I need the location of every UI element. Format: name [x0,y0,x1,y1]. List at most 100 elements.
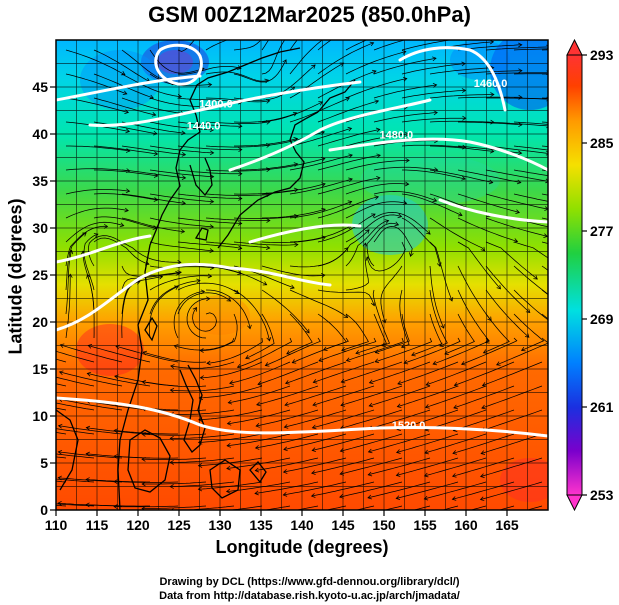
streamline [65,168,130,172]
streamline-arrowhead [198,417,203,422]
streamline [142,481,207,485]
streamline-arrowhead [209,174,215,179]
streamline [205,121,270,124]
streamline [121,97,184,114]
coastlines [56,47,356,510]
streamline-arrowhead [2,474,6,478]
streamline [372,289,391,347]
streamline [234,138,298,147]
streamline [312,433,375,451]
x-axis-label: Longitude (degrees) [215,537,389,557]
streamline [113,481,179,483]
streamline-arrowhead [254,467,260,473]
streamline-arrowhead [402,200,408,206]
streamline-arrowhead [479,496,485,502]
streamline [373,57,437,75]
streamline-arrowhead [124,109,130,114]
streamline-arrowhead [282,59,287,64]
streamline-arrowhead [544,206,548,211]
streamline-arrowhead [518,94,523,100]
streamline [317,129,380,147]
streamline-arrowhead [283,446,288,452]
streamline-arrowhead [345,357,351,362]
streamline-arrowhead [423,495,429,501]
streamline-arrowhead [488,179,494,185]
streamline-arrowhead [93,233,99,238]
streamline-arrowhead [302,4,306,8]
streamline-arrowhead [341,347,346,352]
streamline-arrowhead [245,354,250,360]
streamline [200,313,238,351]
streamline [177,193,242,199]
streamline [513,241,548,259]
streamline-arrowhead [369,41,375,47]
streamline [513,145,548,151]
streamline [261,101,323,123]
streamline-arrowhead [339,62,345,67]
streamline [317,196,379,219]
streamline [429,265,445,329]
streamline-arrowhead [321,182,326,187]
streamline [170,457,235,463]
streamline-arrowhead [256,401,261,407]
streamline-arrowhead [524,333,530,338]
streamline [373,84,437,99]
streamline [401,217,441,267]
streamline [373,212,431,235]
streamline [205,217,270,221]
streamline [186,298,210,339]
streamline [429,241,453,302]
streamline-arrowhead [560,302,564,306]
streamline [177,97,242,103]
streamline-arrowhead [318,357,323,362]
streamline [497,505,515,510]
streamline-arrowhead [57,449,63,455]
streamline-arrowhead [120,71,126,76]
streamline [289,97,350,123]
streamline [149,193,214,203]
streamline-arrowhead [516,179,522,185]
y-tick-label: 40 [32,126,48,142]
y-tick-label: 15 [32,361,48,377]
streamline [233,189,298,195]
streamline-arrowhead [425,404,430,409]
streamline-arrowhead [115,344,121,350]
streamline [227,505,263,510]
streamline [149,265,214,269]
streamline [485,289,530,338]
streamline [429,289,448,347]
streamline [340,433,403,452]
streamline [312,385,375,406]
x-tick-label: 150 [372,517,396,533]
x-tick-label: 145 [331,517,355,533]
streamline-arrowhead [142,350,148,356]
streamline-arrowhead [57,475,62,481]
streamline [261,158,325,171]
streamline [457,289,490,343]
streamline [481,385,543,409]
streamline [65,207,129,219]
streamline-arrowhead [226,465,231,471]
streamline [317,100,379,123]
streamline-arrowhead [3,422,7,426]
streamline [174,337,235,351]
streamline-arrowhead [295,24,299,28]
streamline [56,376,95,387]
streamline [233,215,298,219]
streamline-arrowhead [225,488,231,494]
streamline-arrowhead [2,499,6,503]
streamline [177,169,242,175]
streamline [383,505,403,510]
streamline-arrowhead [384,219,390,224]
streamline [87,274,95,339]
streamline-arrowhead [209,248,215,254]
streamline-arrowhead [264,362,270,367]
streamline-arrowhead [320,157,326,162]
streamline [93,49,150,82]
streamline [289,178,353,195]
streamline [289,201,352,219]
streamline [317,229,370,267]
streamline [205,71,269,82]
streamline [199,385,263,399]
streamline-arrowhead [480,246,486,252]
